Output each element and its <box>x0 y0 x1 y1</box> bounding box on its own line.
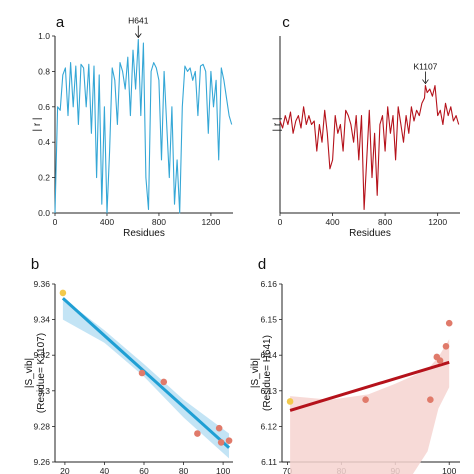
y-axis-sublabel-b: (Residue= K1107) <box>36 333 47 413</box>
annotation-label-a: H641 <box>128 16 149 26</box>
y-tick-label-d-1: 6.12 <box>260 421 277 431</box>
series-line-a <box>54 38 233 214</box>
y-tick-label-d-4: 6.15 <box>260 315 277 325</box>
data-point-b-5 <box>217 439 225 446</box>
x-tick-label-c-2: 800 <box>378 217 392 227</box>
x-tick-label-b-0: 20 <box>60 466 70 474</box>
y-tick-label-d-0: 6.11 <box>261 457 277 467</box>
data-point-b-2 <box>160 378 168 386</box>
y-tick-label-b-5: 9.36 <box>33 279 50 289</box>
fit-line-b <box>61 297 231 449</box>
x-tick-label-c-0: 0 <box>278 217 283 227</box>
x-axis-label-a: Residues <box>123 228 165 239</box>
y-tick-label-b-0: 9.26 <box>33 457 50 467</box>
y-axis-label-c: | r | <box>272 117 283 131</box>
data-point-b-0 <box>59 289 67 297</box>
x-tick-label-c-1: 400 <box>325 217 339 227</box>
y-tick-label-b-2: 9.3 <box>38 386 50 396</box>
y-tick-label-a-2: 0.4 <box>38 137 50 147</box>
panel-letter-a: a <box>56 14 65 31</box>
x-tick-label-b-3: 80 <box>179 466 189 474</box>
y-tick-label-b-1: 9.28 <box>33 421 50 431</box>
y-tick-label-a-1: 0.2 <box>38 173 50 183</box>
y-axis-label-b: |S_vib| <box>24 358 35 388</box>
y-tick-label-a-5: 1.0 <box>38 31 50 41</box>
y-axis-label-d: |S_vib| <box>250 358 261 388</box>
data-point-d-5 <box>442 343 450 350</box>
data-point-d-4 <box>436 357 444 364</box>
y-tick-label-d-5: 6.16 <box>260 279 277 289</box>
data-point-b-4 <box>215 424 223 432</box>
x-tick-label-a-3: 1200 <box>201 217 220 227</box>
x-axis-label-c: Residues <box>349 228 391 239</box>
y-tick-label-a-4: 0.8 <box>38 66 50 76</box>
data-point-d-2 <box>427 396 434 404</box>
x-tick-label-b-1: 40 <box>100 466 110 474</box>
x-tick-label-a-2: 800 <box>152 217 166 227</box>
data-point-d-1 <box>362 396 369 404</box>
panel-letter-d: d <box>258 256 266 273</box>
y-tick-label-b-4: 9.34 <box>33 315 50 325</box>
y-axis-sublabel-d: (Residue= H641) <box>262 335 273 411</box>
x-tick-label-d-3: 100 <box>442 466 456 474</box>
series-line-c <box>279 85 460 211</box>
y-tick-label-b-3: 9.32 <box>33 350 50 360</box>
y-tick-label-d-2: 6.13 <box>260 386 277 396</box>
y-axis-label-a: | r | <box>32 117 43 131</box>
y-tick-label-d-3: 6.14 <box>260 350 277 360</box>
panel-letter-b: b <box>31 256 39 273</box>
confidence-band-b <box>62 298 230 459</box>
data-point-b-6 <box>225 437 233 444</box>
x-tick-label-b-4: 100 <box>216 466 230 474</box>
data-point-b-1 <box>138 369 146 377</box>
annotation-arrowhead-c <box>422 79 429 85</box>
x-tick-label-c-3: 1200 <box>428 217 447 227</box>
y-tick-label-a-0: 0.0 <box>38 208 50 218</box>
data-point-b-3 <box>194 430 201 437</box>
fit-line-d <box>289 360 450 412</box>
data-point-d-0 <box>286 398 294 405</box>
annotation-arrowhead-a <box>134 33 142 39</box>
panel-letter-c: c <box>282 14 290 31</box>
x-tick-label-a-1: 400 <box>100 217 114 227</box>
confidence-band-d <box>290 339 450 474</box>
annotation-label-c: K1107 <box>413 62 437 72</box>
x-tick-label-a-0: 0 <box>53 217 58 227</box>
data-point-d-6 <box>445 319 453 327</box>
x-tick-label-b-2: 60 <box>139 466 149 474</box>
x-tick-label-d-0: 70 <box>283 466 293 474</box>
y-tick-label-a-3: 0.6 <box>38 102 50 112</box>
